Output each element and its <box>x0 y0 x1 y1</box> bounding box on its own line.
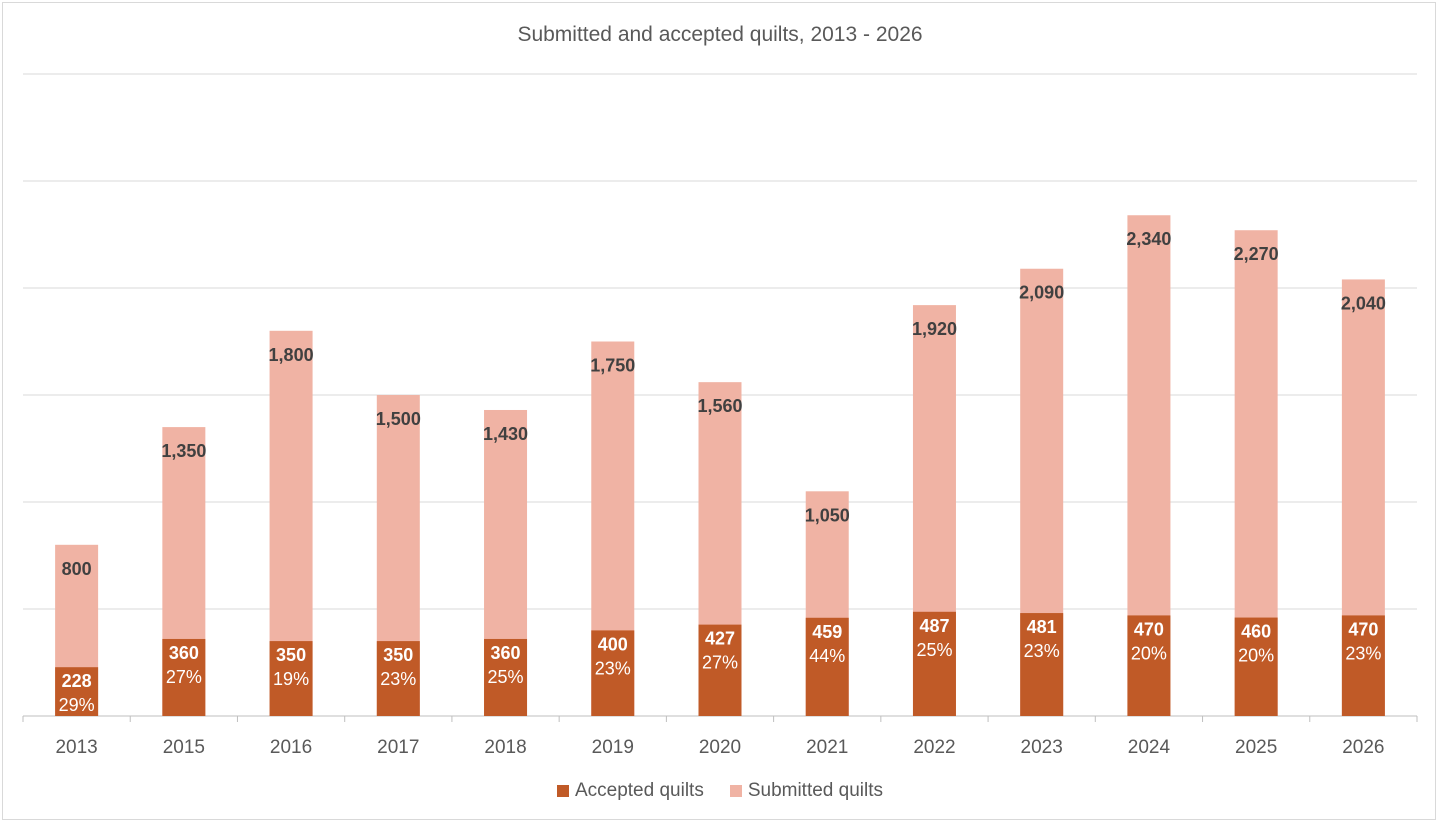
label-percent: 44% <box>809 646 845 666</box>
label-percent: 20% <box>1131 643 1167 663</box>
bar-accepted <box>698 624 742 716</box>
bar-accepted <box>484 638 528 716</box>
x-tick-label: 2020 <box>699 737 741 758</box>
label-percent: 25% <box>916 640 952 660</box>
label-percent: 19% <box>273 669 309 689</box>
x-tick-label: 2024 <box>1128 737 1171 758</box>
label-percent: 25% <box>488 667 524 687</box>
bar-accepted <box>269 641 313 716</box>
label-submitted: 2,270 <box>1234 244 1279 264</box>
bar-accepted <box>1127 615 1171 716</box>
label-accepted: 400 <box>598 634 628 654</box>
label-accepted: 470 <box>1134 619 1164 639</box>
bar-accepted <box>162 638 206 716</box>
label-submitted: 800 <box>62 559 92 579</box>
x-tick-label: 2013 <box>55 737 97 758</box>
label-submitted: 1,920 <box>912 319 957 339</box>
label-percent: 23% <box>1024 641 1060 661</box>
label-percent: 23% <box>1345 643 1381 663</box>
label-submitted: 1,050 <box>805 505 850 525</box>
label-accepted: 360 <box>491 643 521 663</box>
label-accepted: 228 <box>62 671 92 691</box>
x-tick-label: 2026 <box>1342 737 1384 758</box>
legend-label-submitted: Submitted quilts <box>747 780 884 801</box>
label-accepted: 459 <box>812 622 842 642</box>
label-percent: 23% <box>380 669 416 689</box>
x-tick-label: 2018 <box>484 737 526 758</box>
x-tick-label: 2021 <box>806 737 848 758</box>
label-accepted: 350 <box>276 645 306 665</box>
plot-area: 800 228 29% 2013 1,350 360 27% 2015 1,800 350 19% 2… <box>22 73 1418 758</box>
label-submitted: 1,750 <box>590 356 635 376</box>
label-submitted: 2,340 <box>1126 229 1171 249</box>
legend-item-accepted: Accepted quilts <box>556 780 704 802</box>
legend-label-accepted: Accepted quilts <box>574 780 704 801</box>
legend-swatch-accepted <box>556 785 569 797</box>
label-accepted: 360 <box>169 643 199 663</box>
x-tick-label: 2025 <box>1235 737 1277 758</box>
bar-accepted <box>55 667 99 716</box>
bar-accepted <box>1234 617 1278 716</box>
x-tick-label: 2017 <box>377 737 419 758</box>
label-percent: 20% <box>1238 646 1274 666</box>
label-submitted: 1,800 <box>269 345 314 365</box>
label-accepted: 350 <box>383 645 413 665</box>
x-tick-label: 2015 <box>163 737 205 758</box>
label-accepted: 481 <box>1027 617 1057 637</box>
label-percent: 27% <box>166 667 202 687</box>
legend-swatch-submitted <box>729 785 742 797</box>
label-submitted: 1,500 <box>376 409 421 429</box>
x-tick-label: 2016 <box>270 737 312 758</box>
label-submitted: 1,430 <box>483 424 528 444</box>
label-submitted: 2,040 <box>1341 293 1386 313</box>
chart-title: Submitted and accepted quilts, 2013 - 20… <box>517 23 923 46</box>
label-accepted: 470 <box>1348 619 1378 639</box>
label-accepted: 427 <box>705 629 735 649</box>
x-tick-label: 2022 <box>913 737 955 758</box>
x-tick-label: 2023 <box>1021 737 1063 758</box>
bar-accepted <box>1020 613 1064 716</box>
bar-accepted <box>376 641 420 716</box>
label-submitted: 1,350 <box>161 441 206 461</box>
label-submitted: 1,560 <box>697 396 742 416</box>
legend-item-submitted: Submitted quilts <box>729 780 884 802</box>
label-accepted: 460 <box>1241 622 1271 642</box>
bar-accepted <box>805 617 849 716</box>
bar-accepted <box>1341 615 1385 716</box>
x-tick-label: 2019 <box>592 737 634 758</box>
bar-accepted <box>591 630 635 716</box>
label-accepted: 487 <box>919 616 949 636</box>
label-percent: 23% <box>595 658 631 678</box>
bar-accepted <box>912 611 956 716</box>
label-percent: 27% <box>702 653 738 673</box>
label-percent: 29% <box>59 695 95 715</box>
label-submitted: 2,090 <box>1019 283 1064 303</box>
legend: Accepted quilts Submitted quilts <box>3 780 1437 802</box>
